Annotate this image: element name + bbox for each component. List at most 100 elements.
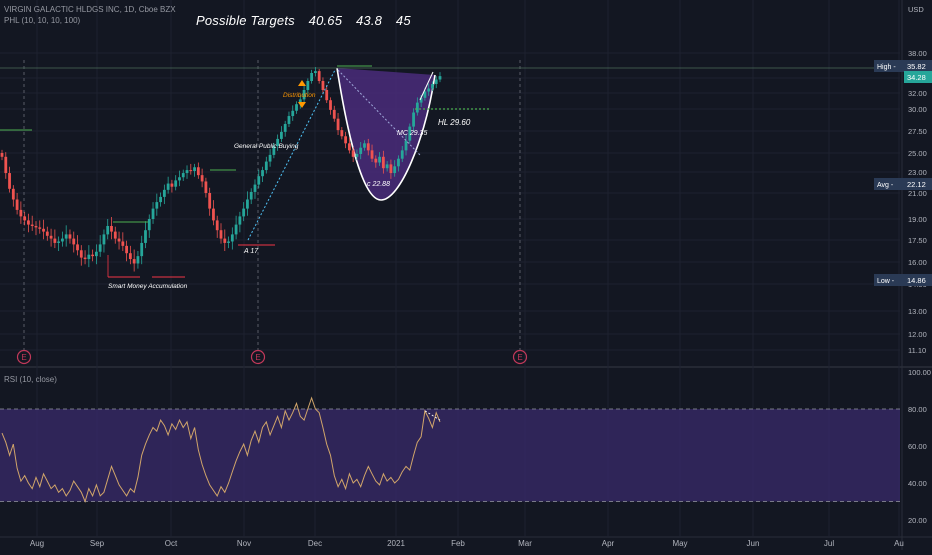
candle-body — [397, 158, 400, 167]
rsi-tick-label: 100.00 — [908, 368, 931, 377]
candle-body — [302, 90, 306, 100]
candle-body — [45, 231, 49, 236]
candle-body — [15, 199, 19, 210]
candle-body — [253, 184, 257, 192]
candle-body — [415, 102, 419, 113]
candle-body — [38, 227, 42, 229]
candle-body — [147, 219, 151, 231]
low-marker-tag-label: Low - — [877, 278, 895, 285]
general-public-label: General Public Buying — [234, 143, 299, 150]
x-tick-label: Jun — [747, 539, 760, 548]
candle-body — [196, 167, 200, 176]
candle-body — [298, 99, 302, 105]
candle-body — [332, 109, 336, 119]
high-marker-tag — [874, 60, 904, 72]
candle-body — [8, 173, 11, 189]
candle-body — [378, 156, 381, 163]
high-marker: High - 35.82 — [874, 60, 932, 72]
candle-body — [19, 209, 23, 217]
candle-body — [30, 224, 34, 226]
candle-body — [404, 140, 408, 151]
low-marker-tag — [874, 274, 904, 286]
rsi-tick-label: 20.00 — [908, 516, 927, 525]
y-tick-label: 19.00 — [908, 215, 927, 224]
candle-body — [351, 150, 355, 157]
x-tick-label: Oct — [165, 539, 178, 548]
candle-body — [347, 143, 351, 151]
candle-body — [427, 88, 431, 92]
candle-body — [53, 238, 57, 243]
candle-body — [261, 170, 264, 177]
candle-body — [355, 153, 359, 157]
candle-body — [249, 191, 253, 200]
candle-body — [321, 81, 325, 90]
candle-body — [215, 220, 219, 231]
candle-body — [117, 238, 121, 242]
candle-body — [49, 235, 53, 239]
candle-body — [144, 230, 147, 243]
candle-body — [366, 143, 370, 151]
y-tick-label: 13.00 — [908, 307, 927, 316]
candle-body — [242, 208, 246, 217]
candle-body — [200, 175, 204, 182]
low-marker: Low - 14.86 — [874, 274, 932, 286]
candle-body — [68, 234, 72, 239]
handle-line — [419, 71, 434, 101]
candle-body — [280, 131, 283, 139]
candle-body — [310, 73, 314, 81]
symbol-header: VIRGIN GALACTIC HLDGS INC, 1D, Cboe BZX — [4, 5, 176, 14]
point-a-label: A 17 — [243, 248, 259, 255]
x-tick-label: Aug — [30, 539, 44, 548]
x-tick-label: Jul — [824, 539, 834, 548]
smart-money-label: Smart Money Accumulation — [108, 283, 188, 290]
rsi-line — [1, 396, 441, 504]
last-price-marker: 34.28 — [904, 71, 932, 83]
candle-body — [185, 170, 189, 174]
y-tick-label: 30.00 — [908, 105, 927, 114]
candle-body — [151, 208, 155, 219]
cup-outline — [336, 67, 436, 201]
distribution-label: Distribution — [283, 92, 316, 99]
candle-body — [132, 259, 136, 264]
targets-label: Possible Targets — [196, 13, 295, 28]
x-tick-label: Mar — [518, 539, 532, 548]
x-tick-label: Apr — [602, 539, 615, 548]
candle-body — [374, 158, 378, 163]
x-tick-label: Sep — [90, 539, 105, 548]
candle-body — [79, 250, 83, 258]
candle-body — [393, 166, 397, 174]
x-tick-label: Au — [894, 539, 904, 548]
candle-body — [102, 234, 106, 245]
candle-body — [287, 116, 291, 124]
candle-body — [155, 202, 159, 209]
candle-body — [219, 230, 223, 239]
earnings-marker: E — [517, 353, 522, 362]
candle-body — [283, 123, 287, 132]
high-marker-value-box — [904, 60, 932, 72]
candle-body — [4, 156, 8, 174]
candle-body — [57, 241, 61, 243]
possible-targets: Possible Targets 40.65 43.8 45 — [196, 13, 421, 28]
high-marker-tag-label: High - — [877, 64, 896, 71]
candle-body — [419, 97, 423, 103]
candle-body — [42, 228, 45, 232]
earnings-marker: E — [21, 353, 26, 362]
candle-body — [0, 153, 4, 157]
candle-body — [27, 220, 30, 225]
candle-body — [340, 130, 344, 137]
candle-body — [230, 234, 234, 242]
candle-body — [291, 110, 295, 117]
cup-fill — [337, 68, 435, 200]
candle-body — [174, 180, 178, 187]
hl-label: HL 29.60 — [438, 118, 471, 127]
candle-body — [434, 79, 438, 84]
candle-body — [204, 181, 208, 193]
candle-body — [329, 100, 332, 110]
candle-body — [125, 245, 129, 254]
candle-body — [189, 170, 193, 172]
y-tick-label: 12.00 — [908, 330, 927, 339]
y-tick-label: 32.00 — [908, 89, 927, 98]
candle-body — [98, 244, 102, 252]
